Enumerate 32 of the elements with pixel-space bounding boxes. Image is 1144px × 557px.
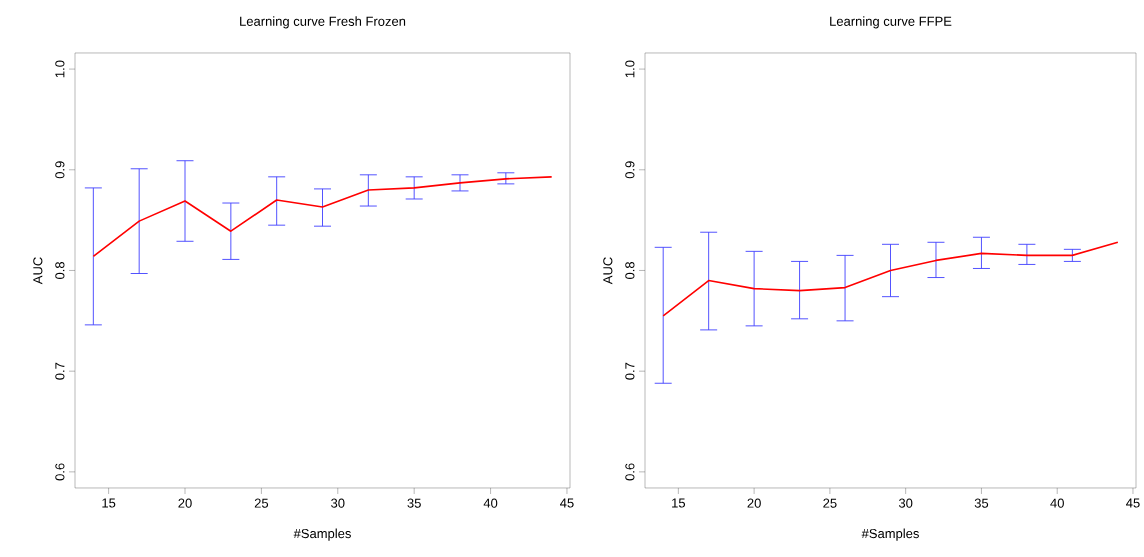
x-tick-label: 15 xyxy=(672,498,686,508)
chart-title: Learning curve FFPE xyxy=(830,16,952,29)
x-tick-label: 35 xyxy=(407,498,421,508)
y-axis-title: AUC xyxy=(603,257,613,285)
y-tick-label: 0.7 xyxy=(625,362,635,380)
x-tick-label: 45 xyxy=(1126,498,1140,508)
y-tick-label: 1.0 xyxy=(55,60,65,78)
x-tick-label: 30 xyxy=(898,498,913,508)
y-tick-label: 0.6 xyxy=(55,463,65,481)
y-tick-label: 0.8 xyxy=(55,262,65,279)
y-tick-label: 0.7 xyxy=(55,362,65,380)
line-series xyxy=(92,176,553,258)
x-tick-label: 35 xyxy=(974,498,989,508)
x-axis-title: #Samples xyxy=(293,528,351,541)
y-tick-label: 0.9 xyxy=(625,161,635,179)
y-tick-label: 1.0 xyxy=(625,60,635,78)
x-tick-label: 30 xyxy=(331,498,345,508)
y-tick-label: 0.9 xyxy=(55,161,65,179)
x-tick-label: 20 xyxy=(178,498,192,508)
x-tick-label: 25 xyxy=(823,498,837,508)
x-tick-label: 15 xyxy=(102,498,116,508)
x-tick-label: 40 xyxy=(483,498,498,508)
y-axis-title: AUC xyxy=(33,257,43,285)
line-series xyxy=(662,241,1119,317)
x-tick-label: 40 xyxy=(1050,498,1064,508)
x-tick-label: 45 xyxy=(560,498,574,508)
x-tick-label: 25 xyxy=(254,498,269,508)
chart-title: Learning curve Fresh Frozen xyxy=(240,16,406,29)
x-tick-label: 20 xyxy=(747,498,761,508)
y-tick-label: 0.6 xyxy=(625,463,635,481)
x-axis-title: #Samples xyxy=(861,528,919,541)
y-tick-label: 0.8 xyxy=(625,262,635,279)
